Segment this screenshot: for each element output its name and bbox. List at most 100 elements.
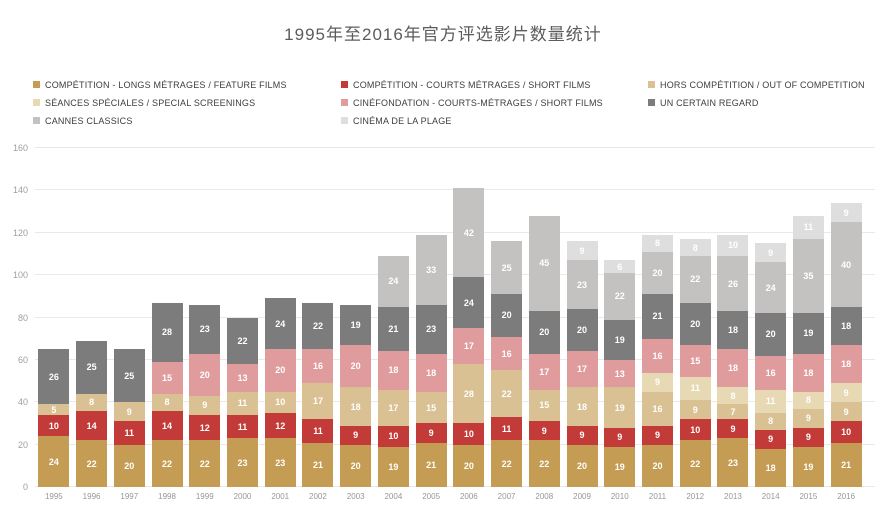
bar-segment: 9 bbox=[604, 427, 636, 447]
bar-value-label: 23 bbox=[275, 457, 286, 468]
bar-value-label: 23 bbox=[199, 324, 210, 335]
bar-segment: 25 bbox=[491, 241, 523, 295]
bar-segment: 22 bbox=[151, 440, 183, 487]
y-tick-label: 140 bbox=[12, 185, 28, 196]
bar-segment: 22 bbox=[76, 440, 108, 487]
bar-segment: 19 bbox=[377, 446, 409, 487]
bar-value-label: 19 bbox=[614, 461, 625, 472]
bar-segment: 16 bbox=[491, 336, 523, 371]
bar-segment: 7 bbox=[717, 404, 749, 420]
bar-segment: 22 bbox=[227, 317, 258, 365]
x-tick-label: 2005 bbox=[422, 492, 441, 501]
bar-value-label: 20 bbox=[501, 310, 512, 321]
bar-segment: 9 bbox=[642, 372, 673, 392]
bar-segment: 9 bbox=[189, 395, 221, 415]
bar-value-label: 28 bbox=[463, 388, 474, 399]
bar-segment: 33 bbox=[415, 234, 447, 305]
x-tick-label: 2016 bbox=[837, 492, 856, 501]
y-tick-label: 120 bbox=[12, 227, 28, 238]
bar-value-label: 33 bbox=[426, 264, 437, 275]
bar-segment: 20 bbox=[566, 444, 598, 487]
legend-item-5: UN CERTAIN REGARD bbox=[648, 97, 876, 108]
bar-value-label: 10 bbox=[841, 426, 852, 437]
bar-segment: 23 bbox=[189, 304, 221, 354]
bar-value-label: 19 bbox=[350, 319, 361, 330]
bar-value-label: 19 bbox=[614, 402, 625, 413]
bar-value-label: 22 bbox=[199, 458, 210, 469]
bar-segment: 20 bbox=[566, 309, 598, 352]
bar-segment: 15 bbox=[415, 391, 447, 424]
x-tick-label: 2001 bbox=[271, 492, 290, 501]
bar-segment: 10 bbox=[377, 425, 409, 447]
y-tick-label: 60 bbox=[17, 354, 28, 365]
x-tick-label: 2008 bbox=[535, 492, 554, 501]
bar-value-label: 20 bbox=[275, 365, 286, 376]
bar-segment: 17 bbox=[377, 389, 409, 426]
bar-value-label: 20 bbox=[577, 460, 588, 471]
bar-value-label: 11 bbox=[690, 383, 700, 394]
bar-segment: 42 bbox=[453, 188, 485, 278]
bar-value-label: 26 bbox=[48, 371, 59, 382]
bar-value-label: 8 bbox=[692, 242, 698, 253]
bar-value-label: 20 bbox=[652, 460, 663, 471]
bar-value-label: 19 bbox=[803, 461, 814, 472]
bar-value-label: 16 bbox=[765, 367, 776, 378]
legend-item-1: COMPÉTITION - COURTS MÉTRAGES / SHORT FI… bbox=[341, 79, 648, 90]
legend-label: COMPÉTITION - COURTS MÉTRAGES / SHORT FI… bbox=[353, 79, 591, 90]
bar-value-label: 7 bbox=[730, 406, 736, 417]
bar-segment: 8 bbox=[717, 387, 749, 405]
bar-segment: 5 bbox=[38, 404, 70, 415]
bar-value-label: 20 bbox=[765, 329, 776, 340]
bar-value-label: 9 bbox=[202, 400, 208, 411]
plot-area: 24 10 5 26 22 14 8 25 20 11 9 25 22 14 8 15 28 22 12 9 20 23 2… bbox=[35, 147, 875, 487]
legend-swatch-icon bbox=[341, 81, 348, 88]
bar-segment: 9 bbox=[717, 419, 749, 439]
bar-segment: 24 bbox=[377, 256, 409, 307]
bar-value-label: 19 bbox=[388, 461, 399, 472]
bar-segment: 9 bbox=[113, 402, 145, 422]
bar-segment: 16 bbox=[642, 391, 673, 426]
legend-label: CINÉFONDATION - COURTS-MÉTRAGES / SHORT … bbox=[353, 97, 603, 108]
bar-value-label: 16 bbox=[652, 350, 663, 361]
bar-segment: 22 bbox=[679, 440, 711, 487]
bar-value-label: 8 bbox=[768, 416, 774, 427]
bar-segment: 8 bbox=[755, 412, 787, 430]
chart-area: 24 10 5 26 22 14 8 25 20 11 9 25 22 14 8 15 28 22 12 9 20 23 2… bbox=[0, 140, 886, 519]
bar-value-label: 9 bbox=[126, 406, 132, 417]
y-tick-label: 80 bbox=[17, 312, 28, 323]
bar-value-label: 20 bbox=[124, 460, 135, 471]
bar-value-label: 23 bbox=[577, 279, 588, 290]
bar-segment: 11 bbox=[113, 421, 145, 445]
bar-value-label: 9 bbox=[353, 430, 359, 441]
bar-value-label: 17 bbox=[577, 364, 588, 375]
bar-segment: 18 bbox=[717, 349, 749, 388]
x-tick-label: 2013 bbox=[724, 492, 742, 501]
bar-value-label: 9 bbox=[805, 413, 811, 424]
bar-value-label: 18 bbox=[765, 462, 776, 473]
legend-label: CINÉMA DE LA PLAGE bbox=[353, 115, 452, 126]
bar-segment: 15 bbox=[151, 362, 183, 394]
bar-value-label: 20 bbox=[350, 460, 361, 471]
bar-value-label: 23 bbox=[426, 324, 437, 335]
bar-segment: 23 bbox=[566, 260, 598, 310]
bar-value-label: 14 bbox=[86, 420, 97, 431]
bar-value-label: 10 bbox=[463, 429, 474, 440]
bar-value-label: 15 bbox=[426, 402, 437, 413]
bar-value-label: 22 bbox=[501, 388, 512, 399]
x-tick-label: 2015 bbox=[799, 492, 818, 501]
bar-value-label: 8 bbox=[654, 238, 660, 249]
bar-segment: 17 bbox=[528, 353, 560, 390]
legend: COMPÉTITION - LONGS MÉTRAGES / FEATURE F… bbox=[33, 79, 876, 126]
bar-segment: 17 bbox=[302, 383, 334, 420]
bar-value-label: 22 bbox=[312, 320, 323, 331]
bar-segment: 23 bbox=[415, 304, 447, 354]
bar-value-label: 11 bbox=[237, 421, 248, 432]
bar-segment: 21 bbox=[377, 306, 409, 352]
bar-segment: 45 bbox=[528, 215, 560, 312]
bar-segment: 8 bbox=[679, 239, 711, 257]
bar-segment: 28 bbox=[453, 364, 485, 424]
bar-value-label: 8 bbox=[89, 397, 95, 408]
bar-segment: 24 bbox=[38, 436, 70, 487]
legend-label: SÉANCES SPÉCIALES / SPECIAL SCREENINGS bbox=[45, 97, 256, 108]
bar-segment: 18 bbox=[566, 387, 598, 426]
